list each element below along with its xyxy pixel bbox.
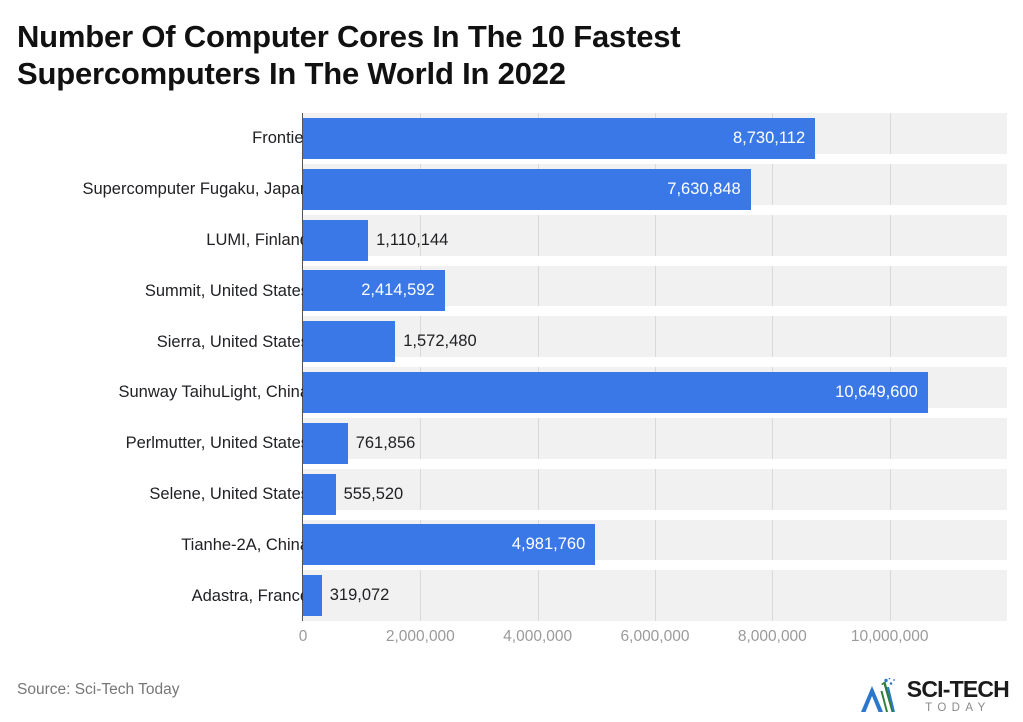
x-tick-label: 8,000,000 [737, 628, 807, 645]
category-label: Tianhe-2A, China [181, 535, 309, 554]
bar[interactable] [303, 270, 445, 312]
bar[interactable] [303, 575, 322, 617]
bar[interactable] [303, 422, 348, 464]
bar[interactable] [303, 371, 928, 413]
page-title: Number Of Computer Cores In The 10 Faste… [17, 19, 681, 91]
x-tick-label: 4,000,000 [503, 628, 573, 645]
bar[interactable] [303, 524, 596, 566]
row-separator [303, 458, 1007, 469]
bar-value-label: 761,856 [355, 433, 416, 452]
row-separator [303, 306, 1007, 317]
y-axis-line [302, 113, 303, 621]
bar[interactable] [303, 168, 751, 210]
logo-wordmark: SCI-TECH TODAY [906, 675, 1010, 715]
row-separator [303, 255, 1007, 266]
category-label: LUMI, Finland [206, 231, 309, 249]
bar-value-label: 10,649,600 [835, 382, 918, 401]
category-label: Sunway TaihuLight, China [118, 383, 310, 402]
bar-value-label: 7,630,848 [667, 179, 741, 198]
logo-primary-text: SCI-TECH [906, 675, 1010, 702]
row-separator [303, 204, 1007, 215]
sci-tech-today-logo: SCI-TECH TODAY [860, 675, 1010, 717]
category-label: Supercomputer Fugaku, Japan [82, 180, 309, 199]
x-tick-label: 2,000,000 [385, 628, 455, 645]
x-tick-label: 10,000,000 [850, 628, 929, 645]
category-label: Selene, United States [149, 485, 309, 503]
category-label: Perlmutter, United States [125, 434, 309, 453]
bar[interactable] [303, 473, 336, 515]
x-tick-label: 6,000,000 [620, 628, 690, 645]
bar-value-label: 2,414,592 [361, 281, 435, 300]
row-separator [303, 560, 1007, 571]
sci-tech-mountain-mark-icon [860, 678, 895, 712]
bar-value-label: 1,572,480 [403, 332, 477, 351]
row-separator [303, 153, 1007, 164]
bar-value-label: 8,730,112 [732, 128, 806, 147]
bar-value-label: 555,520 [343, 484, 404, 503]
bar[interactable] [303, 219, 369, 261]
row-separator [303, 357, 1007, 368]
logo-secondary-text: TODAY [925, 701, 991, 714]
row-separator [303, 509, 1007, 520]
category-label: Summit, United States [144, 281, 309, 300]
category-label: Frontier [252, 129, 309, 148]
bar-value-label: 319,072 [329, 586, 390, 605]
bar[interactable] [303, 321, 396, 363]
bar-value-label: 4,981,760 [511, 535, 586, 554]
row-separator [303, 407, 1007, 418]
source-note: Source: Sci-Tech Today [17, 681, 180, 698]
category-label: Adastra, France [191, 586, 309, 605]
bar[interactable] [303, 117, 816, 159]
category-label: Sierra, United States [156, 332, 309, 351]
bar-value-label: 1,110,144 [376, 230, 449, 249]
x-tick-label: 0 [298, 628, 308, 645]
